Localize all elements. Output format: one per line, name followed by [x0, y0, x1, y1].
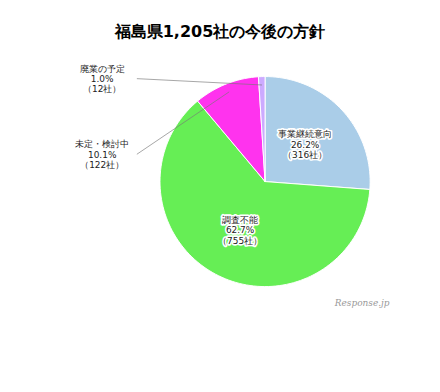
html-text:福島県1,205社の今後の方針: 福島県1,205社の今後の方針 [114, 22, 326, 41]
svg-text:廃業の予定1.0%（12社）: 廃業の予定1.0%（12社） [80, 64, 125, 95]
svg-text:事業継続意向26.2%（316社）: 事業継続意向26.2%（316社） [278, 129, 332, 160]
svg-text:Response.jp: Response.jp [334, 298, 390, 308]
svg-text:未定・検討中10.1%（122社）: 未定・検討中10.1%（122社） [75, 139, 129, 170]
svg-text:調査不能62.7%（755社）: 調査不能62.7%（755社） [218, 215, 262, 246]
